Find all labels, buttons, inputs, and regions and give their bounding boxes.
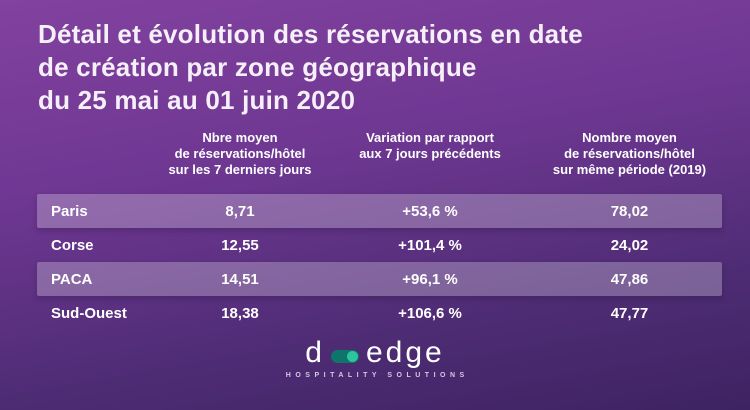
title-line-2: de création par zone géographique [38, 52, 477, 82]
page-title: Détail et évolution des réservations en … [38, 18, 583, 117]
dedge-pill-icon [330, 349, 359, 363]
logo-tagline: HOSPITALITY SOLUTIONS [285, 372, 469, 379]
variation-value: +101,4 % [398, 236, 462, 254]
column-header-avg-7days: Nbre moyen de réservations/hôtel sur les… [168, 130, 312, 177]
avg-7days-value: 12,55 [221, 236, 259, 254]
dedge-logo-wordmark: d edge [305, 338, 444, 368]
table-row-paris: Paris 8,71 +53,6 % 78,02 [37, 194, 722, 228]
table-row-paca: PACA 14,51 +96,1 % 47,86 [37, 262, 722, 296]
column-header-variation: Variation par rapport aux 7 jours précéd… [359, 130, 501, 161]
variation-value: +106,6 % [398, 304, 462, 322]
avg-2019-value: 47,77 [610, 304, 649, 322]
dedge-logo: d edge HOSPITALITY SOLUTIONS [0, 338, 750, 380]
logo-letter-d: d [305, 336, 325, 369]
column-header-avg-2019: Nombre moyen de réservations/hôtel sur m… [552, 130, 707, 177]
variation-value: +53,6 % [402, 202, 458, 220]
zone-label: Sud-Ouest [51, 304, 127, 322]
avg-7days-value: 14,51 [221, 270, 259, 288]
title-line-3: du 25 mai au 01 juin 2020 [38, 85, 356, 115]
avg-2019-value: 78,02 [610, 202, 649, 220]
avg-7days-value: 18,38 [221, 304, 259, 322]
table-header-row: Nbre moyen de réservations/hôtel sur les… [37, 130, 722, 178]
zone-label: Paris [51, 202, 88, 220]
variation-value: +96,1 % [402, 270, 458, 288]
avg-2019-value: 24,02 [610, 236, 649, 254]
avg-2019-value: 47,86 [610, 270, 649, 288]
reservations-table: Nbre moyen de réservations/hôtel sur les… [37, 130, 722, 330]
table-row-sud-ouest: Sud-Ouest 18,38 +106,6 % 47,77 [37, 296, 722, 330]
title-line-1: Détail et évolution des réservations en … [38, 19, 583, 49]
table-row-corse: Corse 12,55 +101,4 % 24,02 [37, 228, 722, 262]
zone-label: PACA [51, 270, 93, 288]
table-body: Paris 8,71 +53,6 % 78,02 Corse 12,55 +10… [37, 194, 722, 330]
dedge-dot-icon [346, 350, 358, 362]
zone-label: Corse [51, 236, 94, 254]
avg-7days-value: 8,71 [225, 202, 255, 220]
logo-text-edge: edge [365, 336, 445, 369]
